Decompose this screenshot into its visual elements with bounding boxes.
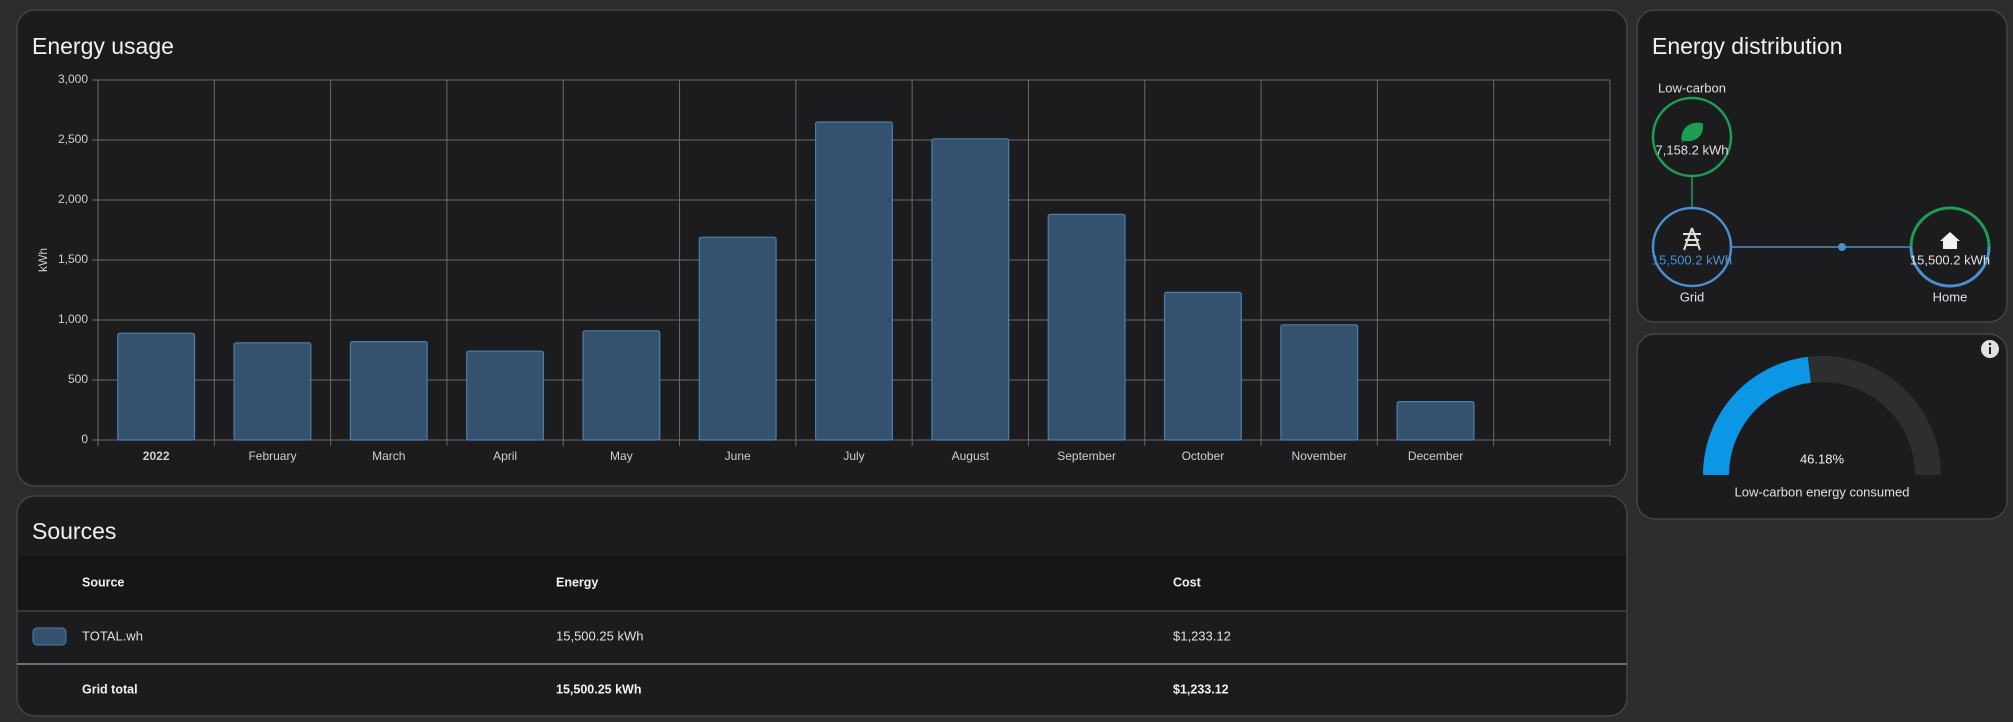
flow-dot (1838, 243, 1846, 251)
x-tick-label: May (610, 449, 633, 463)
x-tick-label: April (493, 449, 517, 463)
bar (582, 330, 661, 441)
y-tick-label: 500 (68, 372, 88, 386)
gauge (1702, 355, 1941, 475)
tower-icon (1683, 227, 1701, 251)
node-value: 7,158.2 kWh (1656, 142, 1729, 157)
sources-title: Sources (32, 518, 116, 544)
bar (349, 341, 428, 441)
y-tick-label: 1,500 (58, 252, 88, 266)
x-tick-label: 2022 (143, 449, 170, 463)
table-header: Source (82, 575, 124, 589)
x-tick-label: November (1292, 449, 1347, 463)
x-tick-label: August (952, 449, 990, 463)
bar (117, 332, 196, 441)
table-header-bg (18, 556, 1626, 611)
y-tick-label: 2,000 (58, 192, 88, 206)
bar (815, 121, 893, 441)
x-tick-label: October (1182, 449, 1225, 463)
distribution-card (1636, 9, 2008, 323)
sources-table: Source Energy Cost TOTAL.wh 15,500.25 kWh $1,… (82, 575, 1231, 696)
node-value: 15,500.2 kWh (1652, 252, 1732, 267)
table-footer: 15,500.25 kWh (556, 682, 641, 696)
grid-node[interactable] (1651, 206, 1733, 288)
home-icon (1940, 232, 1960, 249)
gauge-card (1636, 333, 2008, 520)
table-cell: TOTAL.wh (82, 628, 143, 643)
info-glyph (1988, 342, 1992, 346)
table-cell: $1,233.12 (1173, 628, 1231, 643)
bar (931, 138, 1010, 441)
bar (1280, 324, 1359, 441)
home-node-ring (1909, 206, 1991, 248)
low-carbon-node[interactable] (1651, 96, 1733, 178)
table-footer: $1,233.12 (1173, 682, 1229, 696)
node-label: Home (1933, 289, 1968, 304)
bar (1163, 291, 1242, 441)
gauge-value: 46.18% (1800, 451, 1845, 466)
x-tick-label: September (1057, 449, 1116, 463)
info-glyph (1989, 347, 1991, 354)
y-tick-label: 2,500 (58, 132, 88, 146)
bar (466, 350, 545, 441)
node-label: Low-carbon (1658, 80, 1726, 95)
y-tick-label: 3,000 (58, 72, 88, 86)
y-tick-label: 0 (81, 432, 88, 446)
source-swatch (32, 627, 67, 646)
bar (233, 342, 312, 441)
distribution-title: Energy distribution (1652, 33, 1843, 59)
table-footer: Grid total (82, 682, 138, 696)
y-tick-label: 1,000 (58, 312, 88, 326)
table-header: Cost (1173, 575, 1202, 589)
gauge-arc (1703, 356, 1811, 475)
node-label: Grid (1680, 289, 1705, 304)
bar (698, 236, 777, 441)
bar (1047, 213, 1126, 441)
chart-title: Energy usage (32, 33, 174, 59)
y-axis-label: kWh (36, 248, 50, 272)
x-tick-label: March (372, 449, 405, 463)
x-tick-label: December (1408, 449, 1463, 463)
x-tick-label: February (248, 449, 296, 463)
x-tick-label: July (843, 449, 864, 463)
table-cell: 15,500.25 kWh (556, 628, 643, 643)
node-value: 15,500.2 kWh (1910, 252, 1990, 267)
x-tick-label: June (725, 449, 751, 463)
table-header: Energy (556, 575, 598, 589)
gauge-label: Low-carbon energy consumed (1735, 484, 1910, 499)
home-node[interactable] (1909, 246, 1991, 288)
chart: 0 500 1,000 1,500 2,000 2,500 3,000 2022 Februar… (58, 72, 1611, 463)
leaf-icon (1681, 122, 1703, 143)
bar (1396, 401, 1475, 441)
